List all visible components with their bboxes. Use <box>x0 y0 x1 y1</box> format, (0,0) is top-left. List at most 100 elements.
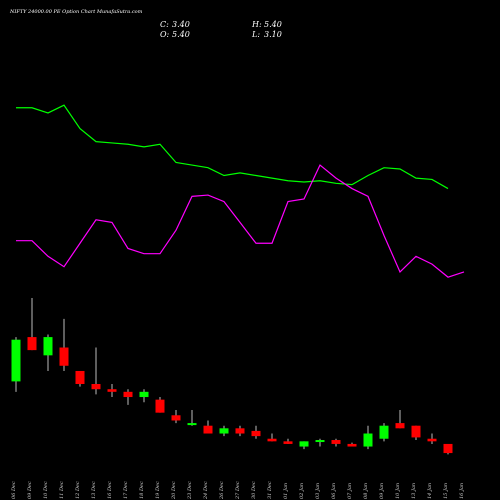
candle <box>427 433 437 444</box>
candle <box>219 425 229 437</box>
chart-title: NIFTY 24000.00 PE Option Chart MunafaSut… <box>9 9 143 15</box>
low-value: 3.10 <box>264 30 282 39</box>
candle <box>395 410 405 429</box>
close-label: C: <box>160 20 169 29</box>
x-tick-label: 19 Dec <box>155 481 161 499</box>
x-tick-label: 06 Dec <box>11 481 17 499</box>
candle <box>75 370 85 387</box>
open-value: 5.40 <box>172 30 190 39</box>
x-tick-label: 30 Dec <box>251 481 257 499</box>
candle-body <box>427 438 437 442</box>
candle <box>59 318 69 371</box>
x-tick-label: 16 Dec <box>107 481 113 499</box>
x-tick-label: 14 Jan <box>427 483 433 499</box>
candle <box>187 410 197 426</box>
x-tick-label: 07 Jan <box>347 483 353 499</box>
candle-body <box>315 440 325 443</box>
x-axis-ticks: 06 Dec 09 Dec 10 Dec 11 Dec 12 Dec 13 Dec 16 D… <box>11 481 465 500</box>
x-tick-label: 15 Jan <box>443 483 449 499</box>
x-tick-label: 27 Dec <box>235 481 241 500</box>
candle-body <box>283 441 293 444</box>
candle-body <box>203 425 213 434</box>
high-value: 5.40 <box>264 20 282 29</box>
x-tick-label: 10 Jan <box>395 483 401 499</box>
candle-body <box>443 443 453 454</box>
candle <box>203 420 213 434</box>
candle-body <box>43 337 53 356</box>
candle <box>315 438 325 447</box>
x-tick-label: 31 Dec <box>267 481 273 499</box>
candle-body <box>139 391 149 398</box>
candle <box>11 337 21 392</box>
candle-body <box>27 337 37 351</box>
x-tick-label: 12 Dec <box>75 481 81 499</box>
candle <box>379 423 389 442</box>
candle <box>363 425 373 450</box>
candles <box>11 298 453 455</box>
x-tick-label: 24 Dec <box>203 481 209 500</box>
candle-body <box>219 428 229 434</box>
candle-body <box>171 415 181 421</box>
candle-body <box>235 428 245 434</box>
x-tick-label: 13 Jan <box>411 483 417 499</box>
candle <box>251 425 261 439</box>
candle <box>235 425 245 437</box>
x-tick-label: 09 Dec <box>27 481 33 499</box>
candle <box>283 438 293 444</box>
candle <box>443 443 453 455</box>
candle-body <box>379 425 389 439</box>
candle <box>411 425 421 441</box>
upper-band-line <box>16 104 449 190</box>
band-lines <box>16 104 465 278</box>
candle-body <box>347 443 357 447</box>
x-tick-label: 08 Jan <box>363 483 369 499</box>
x-tick-label: 20 Dec <box>171 481 177 500</box>
candle-body <box>331 440 341 444</box>
x-tick-label: 11 Dec <box>59 481 65 499</box>
x-tick-label: 03 Jan <box>315 483 321 499</box>
candle-body <box>107 389 117 392</box>
candle-body <box>155 399 165 413</box>
candle-body <box>75 370 85 384</box>
candle <box>331 438 341 447</box>
candle <box>91 347 101 395</box>
candle-body <box>187 423 197 426</box>
high-label: H: <box>251 20 262 29</box>
candle-body <box>411 425 421 438</box>
x-tick-label: 09 Jan <box>379 483 385 499</box>
candle <box>267 433 277 442</box>
candle <box>155 397 165 413</box>
candle-body <box>251 430 261 437</box>
candle-body <box>363 433 373 447</box>
candle <box>123 389 133 405</box>
x-tick-label: 18 Dec <box>139 481 145 499</box>
candle <box>27 298 37 351</box>
lower-band-line <box>16 164 465 278</box>
x-tick-label: 06 Jan <box>331 483 337 499</box>
close-value: 3.40 <box>172 20 190 29</box>
candle-body <box>395 423 405 429</box>
candle-body <box>59 347 69 366</box>
x-tick-label: 10 Dec <box>43 481 49 499</box>
candle <box>139 389 149 403</box>
low-label: L: <box>251 30 260 39</box>
x-tick-label: 13 Dec <box>91 481 97 499</box>
candle-body <box>11 339 21 382</box>
candle-body <box>123 391 133 398</box>
candle <box>299 441 309 450</box>
candle <box>347 442 357 447</box>
candle-body <box>299 441 309 447</box>
x-tick-label: 01 Jan <box>283 483 289 499</box>
x-tick-label: 16 Jan <box>459 483 465 499</box>
candle <box>107 384 117 398</box>
candle-body <box>267 438 277 442</box>
candle-body <box>91 384 101 390</box>
x-tick-label: 17 Dec <box>123 481 129 499</box>
candle <box>171 410 181 424</box>
x-tick-label: 02 Jan <box>299 483 305 499</box>
open-label: O: <box>160 30 170 39</box>
candle <box>43 334 53 371</box>
x-tick-label: 26 Dec <box>219 481 225 500</box>
